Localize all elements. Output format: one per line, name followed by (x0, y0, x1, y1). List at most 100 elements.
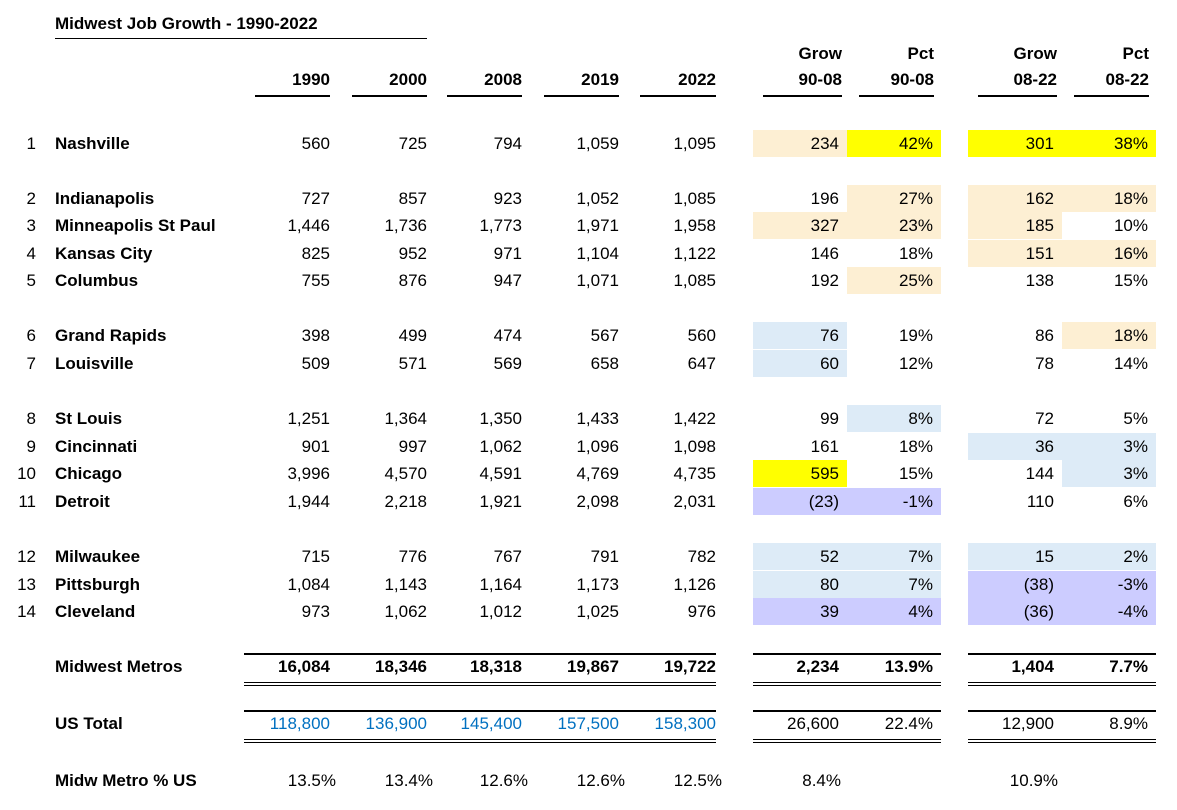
total-rule (753, 710, 941, 743)
grow-08-22-value: 15 (968, 543, 1062, 570)
grow-90-08-value: 192 (810, 271, 839, 290)
year-value: 725 (398, 134, 427, 153)
metro-name: Grand Rapids (55, 326, 167, 345)
share-year-value: 12.5% (673, 771, 722, 790)
year-value: 4,591 (479, 464, 522, 483)
year-value: 791 (590, 547, 619, 566)
year-value: 923 (493, 189, 522, 208)
metro-name: Nashville (55, 134, 130, 153)
pct-90-08-value: 7% (847, 543, 941, 570)
column-header-year: 2019 (581, 70, 619, 89)
year-value: 1,062 (479, 437, 522, 456)
share-grow-90-08: 8.4% (802, 771, 841, 790)
year-value: 1,971 (576, 216, 619, 235)
pct-08-22-value: 15% (1113, 271, 1148, 290)
metro-name: Cincinnati (55, 437, 138, 456)
metro-name: Indianapolis (55, 189, 155, 208)
metro-name: St Louis (55, 409, 123, 428)
row-rank: 13 (17, 575, 36, 594)
pct-90-08-value: 15% (898, 464, 933, 483)
grow-90-08-value: (23) (753, 488, 847, 515)
year-value: 3,996 (287, 464, 330, 483)
row-rank: 2 (26, 189, 36, 208)
year-value: 997 (398, 437, 427, 456)
year-value: 1,126 (673, 575, 716, 594)
column-header-grow-08-22-line1: Grow (1013, 44, 1057, 63)
grow-90-08-value: 60 (753, 350, 847, 377)
row-rank: 7 (26, 354, 36, 373)
year-value: 947 (493, 271, 522, 290)
grow-90-08-value: 161 (810, 437, 839, 456)
pct-90-08-value: 18% (898, 244, 933, 263)
year-value: 1,084 (287, 575, 330, 594)
year-value: 1,921 (479, 492, 522, 511)
year-value: 1,433 (576, 409, 619, 428)
year-value: 2,218 (384, 492, 427, 511)
column-header-year: 2000 (389, 70, 427, 89)
midwest-metros-year-value: 19,867 (567, 657, 619, 676)
pct-08-22-value: 3% (1062, 433, 1156, 460)
year-value: 2,098 (576, 492, 619, 511)
grow-08-22-value: 78 (1035, 354, 1054, 373)
grow-08-22-value: 162 (968, 185, 1062, 212)
share-grow-08-22: 10.9% (1009, 771, 1058, 790)
year-value: 794 (493, 134, 522, 153)
year-value: 901 (301, 437, 330, 456)
year-value: 1,122 (673, 244, 716, 263)
year-value: 509 (301, 354, 330, 373)
us-total-year-value: 158,300 (654, 714, 716, 733)
pct-90-08-value: 23% (847, 212, 941, 239)
metro-name: Chicago (55, 464, 123, 483)
grow-90-08-value: 80 (753, 571, 847, 598)
year-value: 499 (398, 326, 427, 345)
grow-08-22-value: (38) (968, 571, 1062, 598)
pct-08-22-value: -3% (1062, 571, 1156, 598)
column-header-underline (640, 95, 716, 97)
grow-08-22-value: 72 (1035, 409, 1054, 428)
year-value: 569 (493, 354, 522, 373)
pct-08-22-value: 10% (1113, 216, 1148, 235)
year-value: 647 (687, 354, 716, 373)
grow-08-22-value: 151 (968, 240, 1062, 267)
year-value: 1,098 (673, 437, 716, 456)
year-value: 976 (687, 602, 716, 621)
column-header-pct-08-22-line1: Pct (1122, 44, 1149, 63)
row-rank: 4 (26, 244, 36, 263)
us-total-label: US Total (55, 714, 123, 733)
year-value: 658 (590, 354, 619, 373)
year-value: 1,350 (479, 409, 522, 428)
year-value: 1,944 (287, 492, 330, 511)
year-value: 560 (301, 134, 330, 153)
grow-90-08-value: 595 (753, 460, 847, 487)
year-value: 767 (493, 547, 522, 566)
midwest-metros-label: Midwest Metros (55, 657, 183, 676)
total-rule (244, 710, 716, 743)
midwest-metros-growth-value: 7.7% (1109, 657, 1148, 676)
pct-90-08-value: 12% (898, 354, 933, 373)
pct-90-08-value: 42% (847, 130, 941, 157)
year-value: 1,364 (384, 409, 427, 428)
row-rank: 11 (18, 492, 36, 511)
column-header-grow-90-08-underline (763, 95, 842, 97)
year-value: 1,025 (576, 602, 619, 621)
year-value: 1,059 (576, 134, 619, 153)
share-label: Midw Metro % US (55, 771, 197, 790)
row-rank: 9 (26, 437, 36, 456)
grow-90-08-value: 234 (753, 130, 847, 157)
share-year-value: 13.4% (384, 771, 433, 790)
column-header-year: 2022 (678, 70, 716, 89)
share-year-value: 12.6% (479, 771, 528, 790)
grow-90-08-value: 52 (753, 543, 847, 570)
column-header-pct-90-08-line2: 90-08 (890, 70, 934, 89)
pct-08-22-value: 38% (1062, 130, 1156, 157)
us-total-growth-value: 12,900 (1002, 714, 1054, 733)
column-header-pct-08-22-underline (1074, 95, 1149, 97)
year-value: 1,104 (576, 244, 619, 263)
grow-08-22-value: (36) (968, 598, 1062, 625)
pct-90-08-value: 7% (847, 571, 941, 598)
row-rank: 12 (17, 547, 36, 566)
row-rank: 6 (26, 326, 36, 345)
metro-name: Minneapolis St Paul (55, 216, 216, 235)
row-rank: 3 (26, 216, 36, 235)
midwest-metros-growth-value: 2,234 (796, 657, 839, 676)
